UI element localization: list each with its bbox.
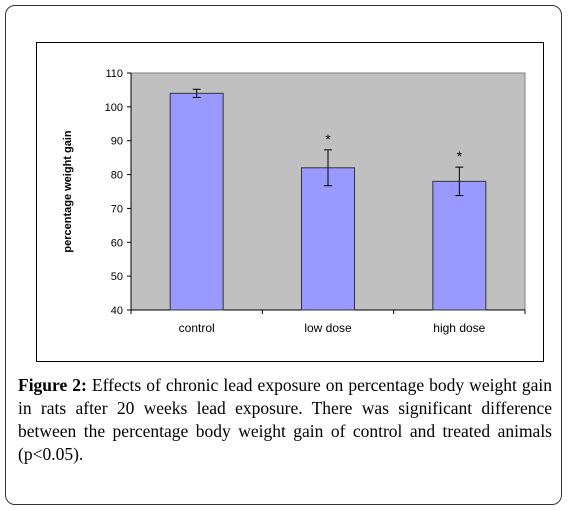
category-label: high dose	[433, 321, 485, 335]
y-tick-label: 90	[111, 136, 123, 148]
category-label: low dose	[304, 321, 352, 335]
bars: **	[169, 88, 487, 311]
y-axis-label: percentage weight gain	[62, 130, 74, 253]
y-tick-label: 40	[111, 305, 123, 317]
figure-caption: Figure 2: Effects of chronic lead exposu…	[18, 374, 552, 466]
y-tick-label: 110	[105, 68, 123, 80]
significance-marker: *	[325, 131, 331, 147]
x-axis-categories: control low dose high dose	[130, 310, 526, 335]
y-tick-label: 60	[111, 237, 123, 249]
significance-marker: *	[457, 148, 463, 164]
bar-0	[169, 92, 224, 311]
y-tick-label: 80	[111, 170, 123, 182]
y-tick-label: 100	[105, 102, 123, 114]
figure-frame: 40 50 60 70 80 90 100 110 * * control low dose hig…	[5, 5, 562, 505]
chart-area: 40 50 60 70 80 90 100 110 * * control low dose hig…	[36, 42, 544, 362]
category-label: control	[179, 321, 215, 335]
caption-text: Effects of chronic lead exposure on perc…	[18, 375, 552, 464]
caption-label: Figure 2:	[18, 375, 87, 395]
bar-2	[432, 180, 487, 311]
y-tick-label: 50	[111, 271, 123, 283]
y-tick-label: 70	[111, 203, 123, 215]
bar-1	[301, 167, 355, 311]
